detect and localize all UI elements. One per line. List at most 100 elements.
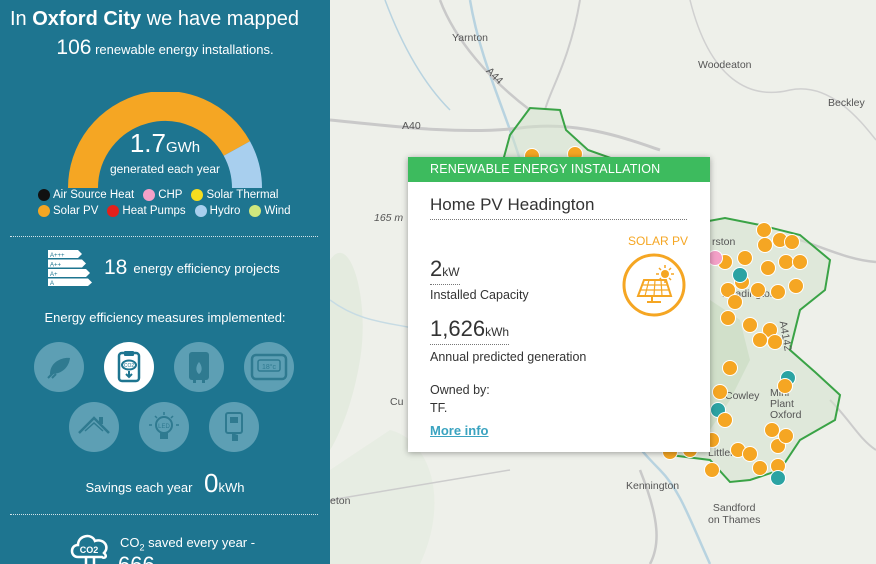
installation-marker[interactable]: [778, 428, 794, 444]
legend-label: Solar PV: [53, 205, 99, 217]
installation-marker[interactable]: [722, 360, 738, 376]
co2-icon-label: CO2: [80, 545, 99, 555]
map-label-sandford: Sandford on Thames: [708, 502, 761, 526]
gauge-arc-solar-pv: [68, 92, 250, 189]
map-label-woodeaton: Woodeaton: [698, 59, 752, 71]
sidebar: In Oxford City we have mapped 106 renewa…: [0, 0, 330, 564]
divider: [10, 236, 318, 237]
legend-dot: [143, 189, 156, 201]
installation-marker[interactable]: [792, 254, 808, 270]
measure-loft-insulation[interactable]: [69, 402, 119, 452]
installation-marker[interactable]: [750, 282, 766, 298]
svg-text:LED: LED: [158, 424, 170, 430]
installation-legend: Air Source Heat CHP Solar Thermal Solar PV…: [38, 189, 328, 221]
installation-marker[interactable]: [757, 237, 773, 253]
installation-marker[interactable]: [732, 267, 748, 283]
smart-meter-icon: CO2: [117, 351, 141, 383]
installation-marker[interactable]: [777, 378, 793, 394]
legend-item: Wind: [249, 205, 291, 217]
legend-item: Solar Thermal: [191, 189, 278, 201]
gauge-number: 1.7: [129, 128, 166, 158]
measure-boiler[interactable]: [174, 342, 224, 392]
installation-marker[interactable]: [756, 222, 772, 238]
map-label-cowley: Cowley: [725, 390, 760, 402]
installation-marker[interactable]: [752, 460, 768, 476]
installation-markers[interactable]: [330, 0, 876, 564]
installation-marker[interactable]: [784, 234, 800, 250]
boiler-icon: [189, 352, 209, 383]
co2-value: 666: [118, 552, 155, 564]
measure-energy-monitor[interactable]: [209, 402, 259, 452]
savings-value: 0: [204, 468, 219, 498]
installation-marker[interactable]: [767, 334, 783, 350]
installation-marker[interactable]: [770, 470, 786, 486]
generation-gauge: [68, 92, 262, 189]
legend-dot: [38, 189, 50, 201]
headline-city: Oxford City: [32, 8, 142, 30]
installation-marker[interactable]: [704, 462, 720, 478]
popup-generation-label: Annual predicted generation: [430, 350, 587, 364]
gauge-unit: GWh: [165, 139, 201, 156]
divider: [10, 514, 318, 515]
installation-marker[interactable]: [770, 284, 786, 300]
installation-marker[interactable]: [737, 250, 753, 266]
efficiency-count: 18: [104, 256, 128, 279]
measures-title: Energy efficiency measures implemented:: [44, 310, 286, 325]
measure-led-lighting[interactable]: LED: [139, 402, 189, 452]
installation-marker[interactable]: [778, 254, 794, 270]
installation-marker[interactable]: [720, 310, 736, 326]
solar-panel-icon: [622, 253, 686, 317]
headline-suffix: we have mapped: [146, 8, 300, 30]
legend-item: Solar PV: [38, 205, 98, 217]
measure-thermostat[interactable]: 18°c: [244, 342, 294, 392]
capacity-number: 2: [430, 256, 443, 281]
legend-label: Solar Thermal: [206, 189, 279, 201]
installation-marker[interactable]: [760, 260, 776, 276]
popup-owned-label: Owned by:: [430, 383, 490, 397]
headline-prefix: In: [10, 8, 27, 30]
map-label-mini-plant: Mini Plant Oxford: [770, 387, 802, 421]
co2-mini-label: CO2: [124, 363, 135, 369]
measure-smart-meter[interactable]: CO2: [104, 342, 154, 392]
gauge-label: generated each year: [109, 162, 221, 176]
installation-popup: RENEWABLE ENERGY INSTALLATION Home PV He…: [408, 157, 710, 452]
legend-label: Wind: [264, 205, 291, 217]
map-label-yarnton: Yarnton: [452, 32, 488, 44]
installation-marker[interactable]: [788, 278, 804, 294]
installation-marker[interactable]: [712, 384, 728, 400]
rating-label: A+: [50, 272, 58, 278]
energy-monitor-icon: [225, 412, 243, 441]
installations-count: 106: [56, 36, 92, 59]
thermostat-label: 18°c: [262, 363, 277, 371]
installation-marker[interactable]: [742, 446, 758, 462]
installation-marker[interactable]: [717, 412, 733, 428]
installation-marker[interactable]: [720, 282, 736, 298]
headline: In Oxford City we have mapped: [10, 8, 299, 31]
co2-subscript: 2: [139, 542, 145, 553]
installation-marker[interactable]: [764, 422, 780, 438]
installations-text: renewable energy installations.: [95, 42, 274, 57]
thermostat-icon: 18°c: [250, 353, 288, 381]
generation-unit: kWh: [485, 325, 510, 339]
measure-plug-leaf[interactable]: [34, 342, 84, 392]
popup-owned-value: TF.: [430, 401, 448, 415]
popup-capacity-label: Installed Capacity: [430, 288, 529, 302]
installation-marker[interactable]: [742, 317, 758, 333]
legend-item: Hydro: [194, 205, 240, 217]
legend-label: CHP: [158, 189, 183, 201]
capacity-unit: kW: [442, 265, 460, 279]
co2-prefix: CO: [120, 535, 140, 550]
installation-marker[interactable]: [727, 294, 743, 310]
popup-capacity-value: 2kW: [430, 256, 460, 285]
legend-row: Air Source Heat CHP Solar Thermal: [38, 189, 328, 201]
map-label-beckley: Beckley: [828, 97, 865, 109]
legend-dot: [191, 189, 204, 201]
popup-more-info-link[interactable]: More info: [430, 423, 489, 438]
gauge-value: 1.7GWh: [0, 128, 330, 159]
rating-label: A++: [50, 263, 62, 269]
co2-label: CO2 saved every year -: [120, 535, 255, 564]
efficiency-summary: A+++ A++ A+ A 18 energy efficiency proje…: [48, 250, 280, 286]
installation-marker[interactable]: [752, 332, 768, 348]
legend-item: CHP: [143, 189, 182, 201]
legend-item: Air Source Heat: [38, 189, 134, 201]
